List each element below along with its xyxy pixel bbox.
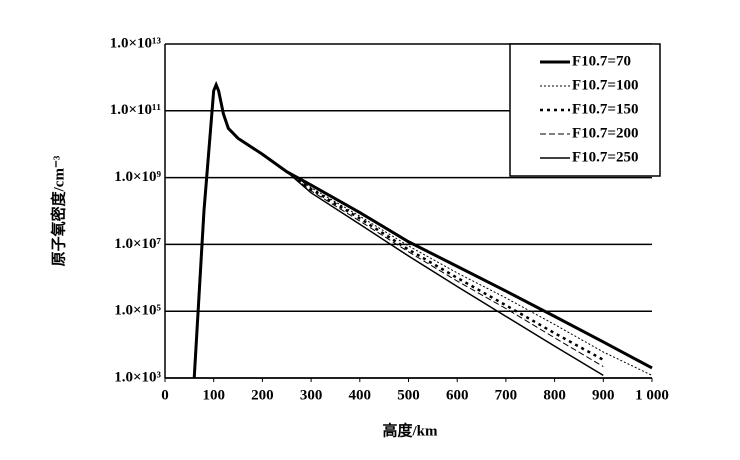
y-axis-label: 原子氧密度/cm⁻³	[49, 155, 67, 266]
y-tick-label: 1.0×10⁷	[114, 236, 161, 252]
y-tick-label: 1.0×10⁵	[114, 303, 161, 319]
x-tick-label: 600	[446, 387, 469, 403]
y-tick-label: 1.0×10¹¹	[110, 102, 161, 118]
x-tick-label: 700	[495, 387, 518, 403]
x-tick-label: 800	[543, 387, 566, 403]
data-line	[193, 82, 604, 379]
y-tick-label: 1.0×10¹³	[110, 35, 162, 51]
x-axis-label: 高度/km	[382, 421, 438, 439]
x-tick-label: 200	[251, 387, 274, 403]
x-tick-label: 0	[161, 387, 169, 403]
x-tick-label: 1 000	[635, 387, 669, 403]
y-tick-label: 1.0×10³	[114, 369, 161, 385]
y-tick-label: 1.0×10⁹	[114, 169, 161, 185]
legend-box	[509, 43, 661, 177]
legend-label: F10.7=150	[572, 101, 638, 117]
x-tick-label: 300	[300, 387, 323, 403]
data-line	[192, 81, 604, 379]
x-tick-label: 400	[349, 387, 372, 403]
legend-label: F10.7=250	[572, 149, 638, 165]
x-tick-label: 100	[202, 387, 225, 403]
legend-label: F10.7=70	[572, 53, 631, 69]
legend: F10.7=70 F10.7=100 F10.7=150 F10.7=200 F10.7…	[509, 43, 661, 177]
legend-label: F10.7=200	[572, 125, 638, 141]
legend-label: F10.7=100	[572, 77, 638, 93]
x-tick-label: 900	[592, 387, 615, 403]
x-tick-label: 500	[397, 387, 420, 403]
